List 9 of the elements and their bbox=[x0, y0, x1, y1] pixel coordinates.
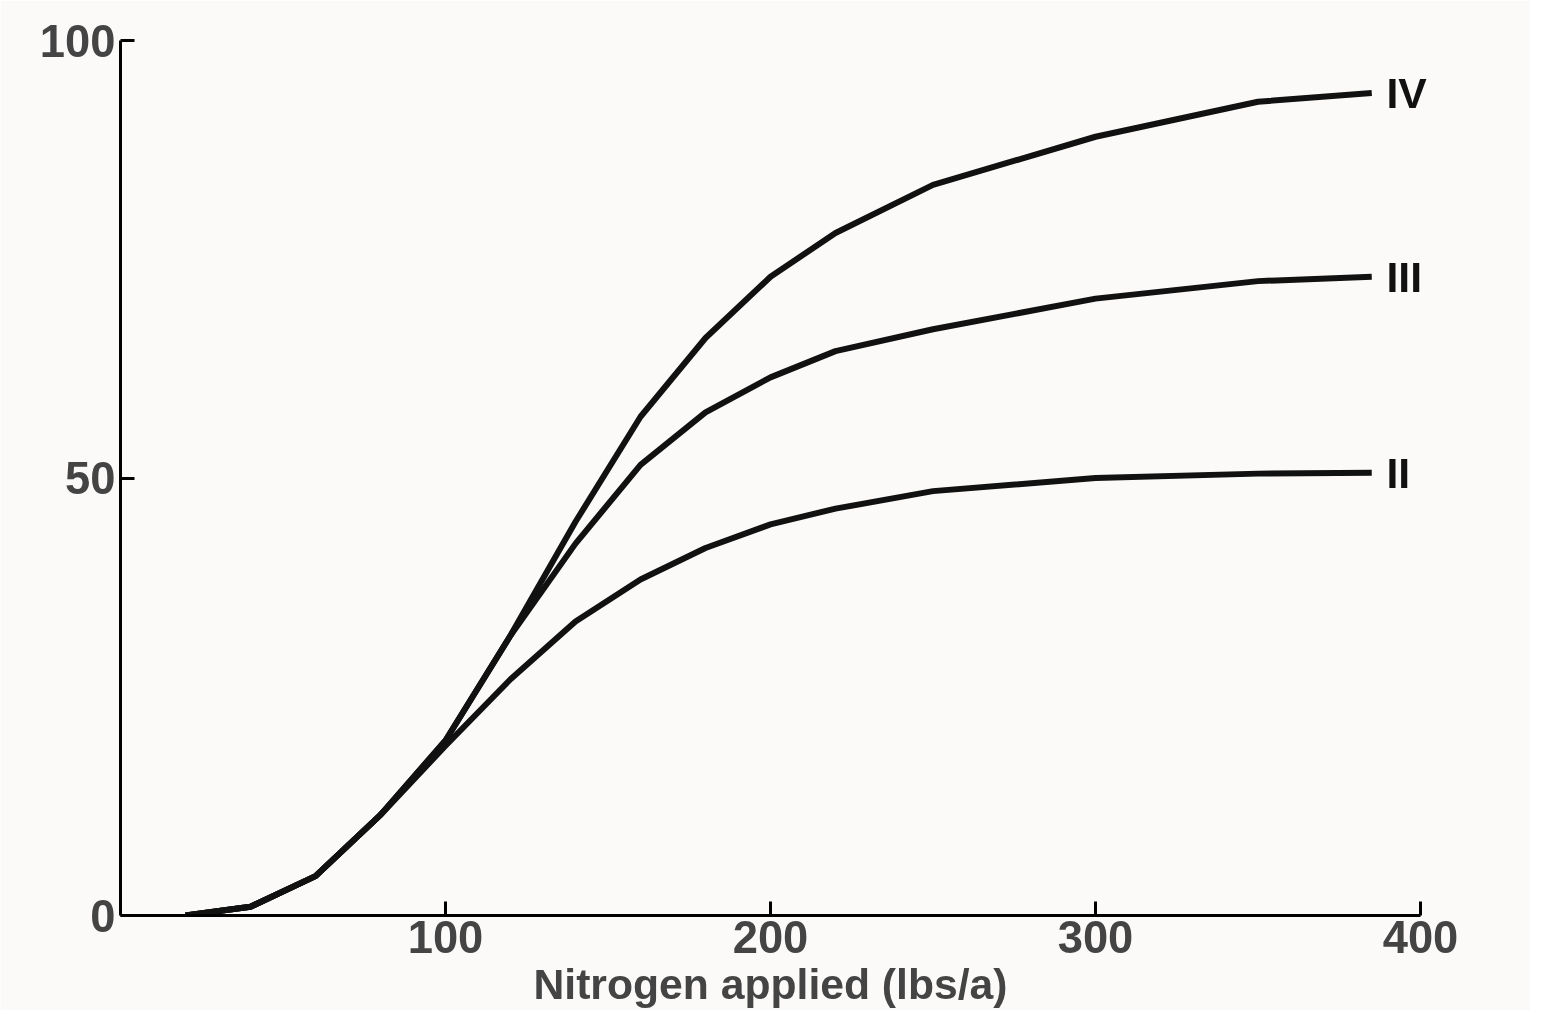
y-tick-label: 50 bbox=[65, 453, 116, 504]
x-tick-label: 300 bbox=[1057, 911, 1134, 963]
x-tick-label: 400 bbox=[1382, 911, 1459, 963]
x-tick-label: 100 bbox=[407, 911, 484, 963]
y-tick-label: 100 bbox=[39, 15, 116, 67]
series-label: II bbox=[1386, 448, 1411, 497]
y-tick-label: 0 bbox=[90, 890, 116, 942]
series-label: IV bbox=[1386, 69, 1428, 117]
series-label: III bbox=[1386, 252, 1423, 301]
